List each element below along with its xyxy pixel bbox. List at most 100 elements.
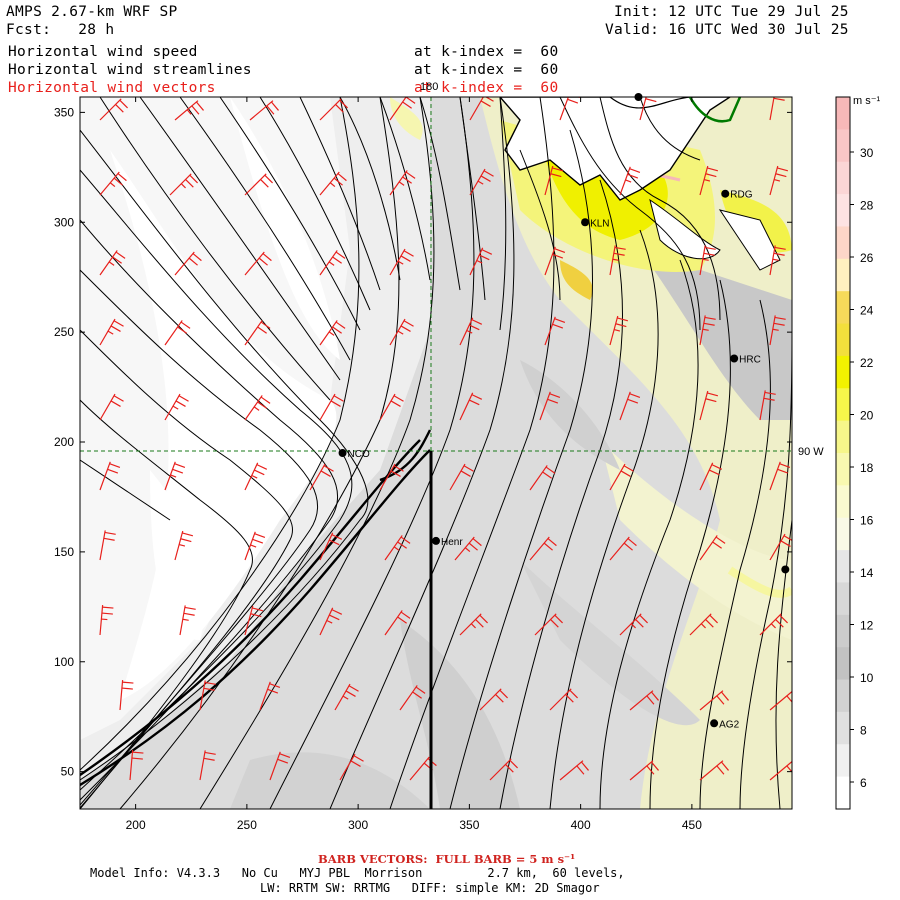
barb-flag bbox=[780, 540, 791, 547]
barb-flag bbox=[204, 751, 216, 755]
barb-shaft bbox=[459, 317, 474, 346]
barb-flag bbox=[195, 101, 204, 111]
barb-shaft bbox=[199, 680, 206, 711]
barb-shaft bbox=[384, 535, 403, 561]
barb-flag bbox=[170, 474, 177, 478]
barb-shaft bbox=[99, 250, 118, 276]
field-label-streamlines: Horizontal wind streamlines bbox=[8, 62, 252, 78]
colorbar-segment bbox=[836, 291, 850, 325]
station-label: Henr bbox=[441, 537, 463, 548]
colorbar-segment bbox=[836, 194, 850, 227]
colorbar-segment bbox=[836, 517, 850, 551]
colorbar-segment bbox=[836, 355, 850, 389]
barb-flag bbox=[705, 173, 717, 178]
barb-flag bbox=[390, 400, 401, 407]
barb-flag bbox=[101, 612, 113, 615]
station-label: KLN bbox=[590, 218, 609, 229]
barb-flag bbox=[554, 248, 566, 254]
barb-shaft bbox=[449, 463, 466, 491]
barb-shaft bbox=[459, 613, 482, 636]
barb-flag bbox=[204, 681, 216, 685]
barb-shaft bbox=[244, 395, 263, 421]
barb-flag bbox=[549, 393, 561, 399]
barb-flag bbox=[115, 251, 126, 259]
barb-shaft bbox=[529, 536, 550, 561]
barb-flag bbox=[703, 178, 711, 182]
barb-flag bbox=[495, 694, 504, 703]
model-info: Model Info: V4.3.3 No Cu MYJ PBL Morriso… bbox=[90, 866, 625, 880]
barb-flag bbox=[774, 316, 786, 320]
y-tick-label: 250 bbox=[54, 325, 74, 339]
barb-flag bbox=[483, 170, 494, 177]
barb-shaft bbox=[469, 168, 486, 196]
barb-flag bbox=[398, 181, 405, 186]
barb-shaft bbox=[99, 605, 104, 636]
barb-shaft bbox=[319, 320, 338, 346]
x-tick-label: 400 bbox=[571, 818, 591, 832]
barb-shaft bbox=[769, 97, 775, 121]
barb-flag bbox=[509, 759, 519, 769]
barb-flag bbox=[250, 544, 257, 548]
y-tick-label: 50 bbox=[61, 765, 75, 779]
barb-flag bbox=[174, 463, 186, 469]
barb-flag bbox=[469, 324, 480, 331]
barb-flag bbox=[250, 613, 262, 618]
barb-flag bbox=[773, 97, 785, 101]
barb-flag bbox=[470, 623, 476, 629]
barb-flag bbox=[552, 167, 564, 172]
colorbar-segment bbox=[836, 453, 850, 486]
barb-shaft bbox=[319, 171, 340, 196]
barb-shaft bbox=[399, 685, 418, 711]
barb-shaft bbox=[549, 688, 572, 711]
barb-shaft bbox=[379, 393, 396, 421]
colorbar-label: 14 bbox=[860, 566, 874, 580]
barb-flag bbox=[460, 470, 471, 477]
barb-flag bbox=[329, 182, 336, 188]
barb-flag bbox=[332, 326, 342, 334]
barb-flag bbox=[180, 183, 186, 189]
barb-flag bbox=[258, 257, 268, 266]
barb-shaft bbox=[759, 613, 782, 636]
station-marker bbox=[581, 218, 590, 227]
barb-legend: BARB VECTORS: FULL BARB = 5 m s⁻¹ bbox=[318, 852, 576, 866]
barb-shaft bbox=[689, 613, 712, 636]
barb-shaft bbox=[544, 165, 554, 196]
barb-flag bbox=[182, 532, 194, 537]
barb-flag bbox=[332, 256, 342, 264]
barb-shaft bbox=[164, 320, 183, 346]
barb-shaft bbox=[769, 245, 776, 276]
colorbar-segment bbox=[836, 711, 850, 745]
barb-shaft bbox=[174, 251, 195, 276]
barb-flag bbox=[709, 614, 719, 624]
barb-shaft bbox=[544, 246, 556, 276]
station-label: RDG bbox=[730, 190, 752, 201]
colorbar-label: 18 bbox=[860, 461, 874, 475]
barb-flag bbox=[617, 317, 629, 322]
barb-flag bbox=[326, 619, 333, 624]
barb-flag bbox=[646, 765, 655, 775]
barb-flag bbox=[639, 614, 649, 624]
barb-shaft bbox=[699, 690, 724, 711]
barb-flag bbox=[192, 253, 202, 262]
barb-shaft bbox=[389, 318, 406, 346]
barb-shaft bbox=[169, 173, 192, 196]
barb-shaft bbox=[334, 683, 351, 711]
barb-flag bbox=[763, 397, 775, 401]
colorbar-segment bbox=[836, 388, 850, 422]
barb-flag bbox=[353, 755, 364, 762]
barb-flag bbox=[331, 609, 343, 615]
colorbar-label: 24 bbox=[860, 304, 874, 318]
barb-flag bbox=[400, 611, 411, 619]
barb-shaft bbox=[99, 530, 106, 561]
wind-speed-shading bbox=[80, 97, 792, 809]
barb-flag bbox=[110, 325, 121, 332]
colorbar-segment bbox=[836, 323, 850, 357]
colorbar-segment bbox=[836, 614, 850, 648]
barb-shaft bbox=[469, 247, 484, 276]
barb-shaft bbox=[699, 315, 706, 346]
barb-shaft bbox=[244, 531, 256, 561]
y-tick-label: 100 bbox=[54, 655, 74, 669]
barb-shaft bbox=[609, 463, 626, 491]
barb-flag bbox=[466, 329, 473, 334]
barb-flag bbox=[554, 318, 566, 324]
